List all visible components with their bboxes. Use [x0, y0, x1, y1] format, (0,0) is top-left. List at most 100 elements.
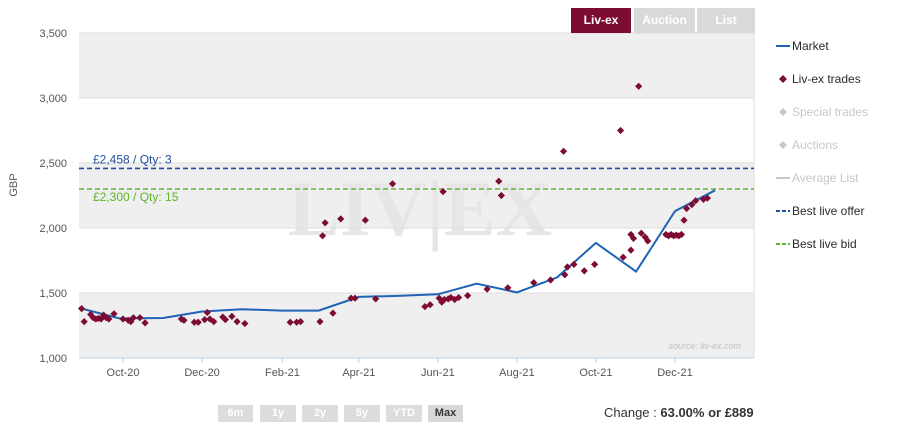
- trade-point: [329, 309, 337, 317]
- tab-list[interactable]: List: [697, 8, 755, 33]
- trade-point: [591, 260, 599, 268]
- trade-point: [580, 267, 588, 275]
- legend-label: Market: [792, 39, 829, 53]
- reference-line-label: £2,458 / Qty: 3: [93, 152, 172, 166]
- trade-point: [455, 293, 463, 302]
- trade-point: [680, 216, 688, 224]
- watermark: LIV|EX: [288, 165, 552, 252]
- legend-item-special-trades[interactable]: Special trades: [776, 102, 896, 122]
- trade-point: [677, 230, 686, 239]
- trade-point: [559, 147, 568, 155]
- trade-point: [570, 260, 578, 268]
- trade-point: [241, 319, 249, 328]
- trade-point: [194, 318, 202, 326]
- trade-point: [141, 319, 149, 327]
- trade-point: [321, 219, 329, 227]
- y-tick-label: 1,000: [39, 353, 67, 365]
- range-button-max[interactable]: Max: [428, 405, 463, 422]
- y-tick-label: 2,500: [39, 158, 67, 170]
- trade-point: [444, 295, 452, 303]
- trade-point: [439, 188, 447, 196]
- trade-point: [495, 177, 503, 185]
- trade-point: [497, 191, 505, 200]
- trade-point: [296, 318, 305, 326]
- legend-item-market[interactable]: Market: [776, 36, 896, 56]
- trade-point: [361, 216, 369, 224]
- change-summary: Change : 63.00% or £889: [604, 405, 754, 420]
- trade-point: [201, 316, 209, 324]
- trade-point: [435, 294, 443, 302]
- x-tick-label: Aug-21: [499, 367, 534, 379]
- trade-point: [388, 180, 397, 188]
- trade-point: [664, 232, 673, 240]
- y-tick-label: 2,000: [39, 223, 67, 235]
- trade-point: [351, 294, 359, 302]
- legend-item-best-live-bid[interactable]: Best live bid: [776, 234, 896, 254]
- trade-point: [203, 308, 211, 317]
- grid-band: [79, 33, 754, 98]
- range-button-2y[interactable]: 2y: [302, 405, 338, 422]
- trade-point: [619, 253, 627, 261]
- trade-point: [627, 246, 635, 254]
- trade-point: [77, 305, 86, 313]
- trade-point: [504, 284, 512, 292]
- trade-point: [692, 197, 700, 205]
- trade-point: [136, 314, 144, 322]
- trade-point: [637, 229, 645, 237]
- trade-point: [627, 230, 635, 239]
- x-tick-label: Feb-21: [265, 367, 300, 379]
- grid-band: [79, 293, 754, 358]
- legend-item-best-live-offer[interactable]: Best live offer: [776, 201, 896, 221]
- trade-point: [129, 314, 138, 322]
- tab-liv-ex[interactable]: Liv-ex: [571, 8, 631, 33]
- x-tick-label: Oct-21: [579, 367, 612, 379]
- trade-point: [675, 232, 683, 240]
- trade-point: [563, 263, 572, 271]
- line-icon: [776, 45, 790, 47]
- trade-point: [210, 318, 218, 326]
- reference-line-label: £2,300 / Qty: 15: [93, 190, 179, 204]
- change-value: 63.00% or £889: [660, 405, 754, 420]
- trade-point: [233, 318, 241, 326]
- line-icon: [776, 243, 790, 245]
- line-icon: [776, 177, 790, 179]
- trade-point: [561, 271, 569, 279]
- diamond-icon: [779, 75, 787, 83]
- grid-band: [79, 163, 754, 228]
- range-button-1y[interactable]: 1y: [260, 405, 296, 422]
- trade-point: [337, 215, 345, 223]
- x-tick-label: Jun-21: [421, 367, 455, 379]
- trade-point: [100, 311, 108, 319]
- trade-point: [119, 315, 127, 323]
- y-axis-label: GBP: [8, 173, 20, 196]
- trade-point: [219, 313, 227, 321]
- legend-item-liv-ex-trades[interactable]: Liv-ex trades: [776, 69, 896, 89]
- legend-item-average-list[interactable]: Average List: [776, 168, 896, 188]
- trade-point: [347, 294, 355, 302]
- diamond-icon: [779, 141, 787, 149]
- trade-point: [105, 315, 113, 323]
- trade-point: [180, 316, 188, 324]
- tab-auction[interactable]: Auction: [634, 8, 695, 33]
- trade-point: [318, 232, 327, 240]
- change-prefix: Change :: [604, 405, 661, 420]
- trade-point: [644, 237, 652, 245]
- source-note: source: liv-ex.com: [668, 341, 741, 351]
- range-button-ytd[interactable]: YTD: [386, 405, 422, 422]
- trade-point: [110, 310, 118, 318]
- trade-point: [703, 194, 711, 202]
- legend-label: Average List: [792, 171, 859, 185]
- x-tick-label: Dec-21: [657, 367, 692, 379]
- range-button-5y[interactable]: 5y: [344, 405, 380, 422]
- trade-point: [688, 201, 696, 209]
- legend-item-auctions[interactable]: Auctions: [776, 135, 896, 155]
- trade-point: [530, 279, 538, 287]
- trade-point: [421, 303, 429, 311]
- x-tick-label: Oct-20: [107, 367, 140, 379]
- trade-point: [483, 285, 491, 293]
- x-tick-label: Dec-20: [184, 367, 219, 379]
- trade-point: [667, 230, 675, 239]
- trade-point: [426, 301, 434, 309]
- range-button-6m[interactable]: 6m: [218, 405, 253, 422]
- legend-label: Auctions: [792, 138, 839, 152]
